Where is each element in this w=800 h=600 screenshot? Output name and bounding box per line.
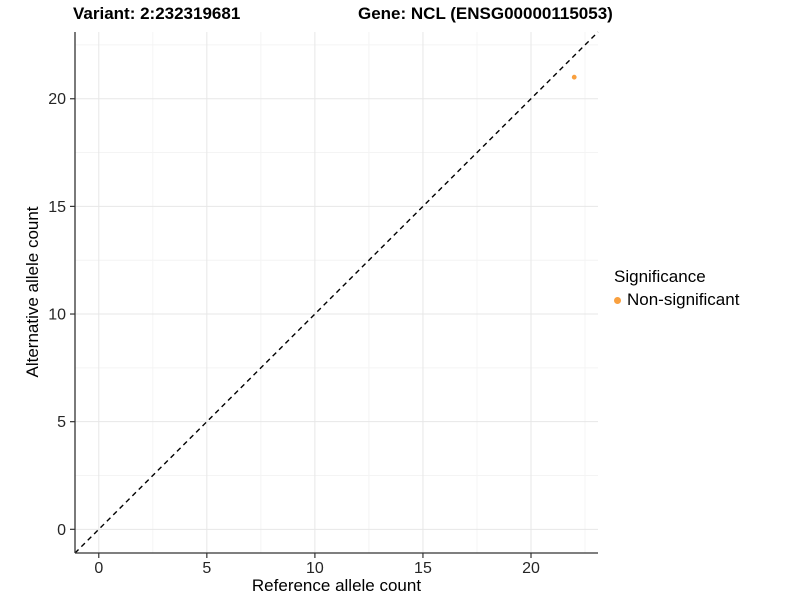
legend-point-icon <box>614 296 621 304</box>
identity-dashed-line <box>74 31 599 554</box>
axis-layer: 0 5 10 15 20 0 5 10 15 20 <box>48 32 598 577</box>
reference-line-layer <box>74 31 599 554</box>
x-axis-label: Reference allele count <box>252 576 421 595</box>
data-point-layer <box>571 74 577 80</box>
x-tick-label: 15 <box>414 560 432 577</box>
y-axis-label: Alternative allele count <box>23 206 42 377</box>
y-tick-label: 15 <box>48 199 66 216</box>
x-tick-label: 5 <box>202 560 211 577</box>
legend-item-label: Non-significant <box>627 290 740 309</box>
x-tick-label: 0 <box>94 560 103 577</box>
legend: Significance Non-significant <box>614 266 739 310</box>
y-tick-label: 0 <box>57 522 66 539</box>
data-point <box>571 74 577 80</box>
variant-title: Variant: 2:232319681 <box>73 4 241 23</box>
y-tick-label: 20 <box>48 91 66 108</box>
legend-item: Non-significant <box>614 290 739 310</box>
y-tick-label: 10 <box>48 307 66 324</box>
x-tick-label: 20 <box>522 560 540 577</box>
y-tick-label: 5 <box>57 414 66 431</box>
x-tick-label: 10 <box>306 560 324 577</box>
grid-layer <box>75 32 598 553</box>
legend-title: Significance <box>614 267 706 286</box>
gene-title: Gene: NCL (ENSG00000115053) <box>358 4 613 23</box>
